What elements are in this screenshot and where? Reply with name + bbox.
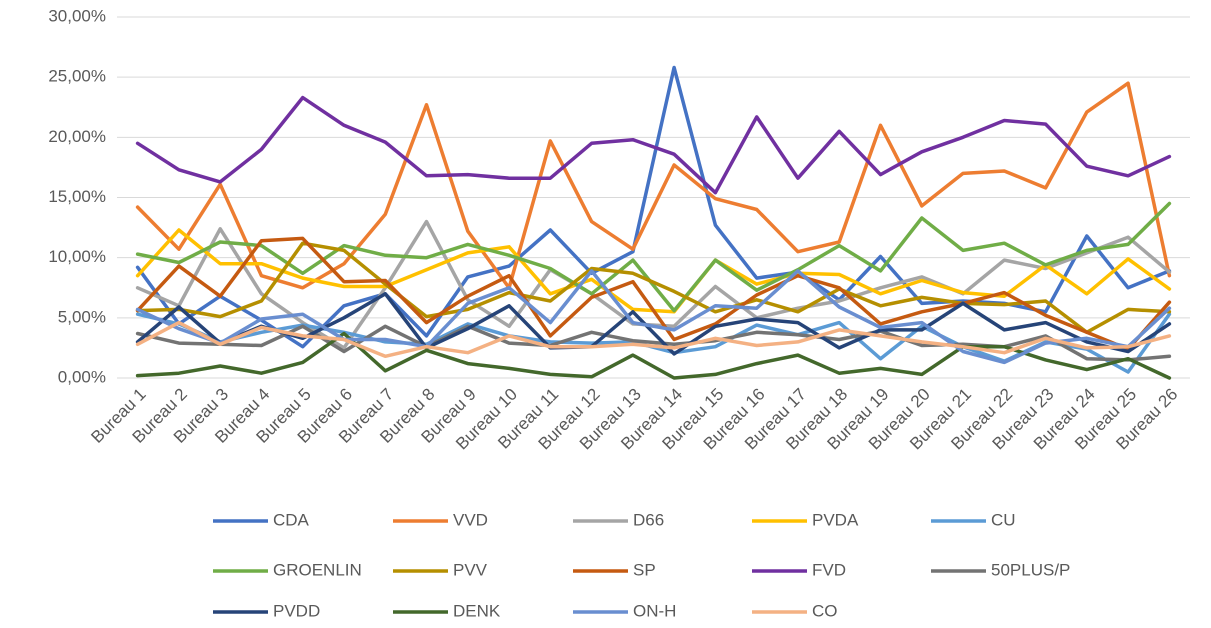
legend-label: GROENLIN (273, 560, 362, 579)
series-line (135, 81, 1172, 290)
series-line (135, 320, 1172, 359)
y-tick-label: 20,00% (48, 127, 106, 146)
legend-label: PVDD (273, 601, 320, 620)
legend-label: ON-H (633, 601, 676, 620)
y-tick-label: 0,00% (58, 367, 106, 386)
series-line (135, 269, 1172, 365)
y-tick-label: 30,00% (48, 6, 106, 25)
series-line (135, 331, 1172, 380)
legend-label: FVD (812, 560, 846, 579)
legend-label: CO (812, 601, 838, 620)
y-tick-label: 25,00% (48, 67, 106, 86)
legend-label: PVDA (812, 510, 859, 529)
legend-label: SP (633, 560, 656, 579)
series-line (135, 95, 1172, 195)
y-tick-label: 15,00% (48, 187, 106, 206)
series-line (135, 201, 1172, 313)
legend-label: 50PLUS/P (991, 560, 1070, 579)
legend-label: VVD (453, 510, 488, 529)
y-tick-label: 5,00% (58, 307, 106, 326)
legend-label: PVV (453, 560, 488, 579)
series-line (135, 236, 1172, 351)
y-tick-label: 10,00% (48, 247, 106, 266)
legend-label: CU (991, 510, 1016, 529)
legend-label: DENK (453, 601, 501, 620)
legend-label: CDA (273, 510, 310, 529)
legend-label: D66 (633, 510, 664, 529)
